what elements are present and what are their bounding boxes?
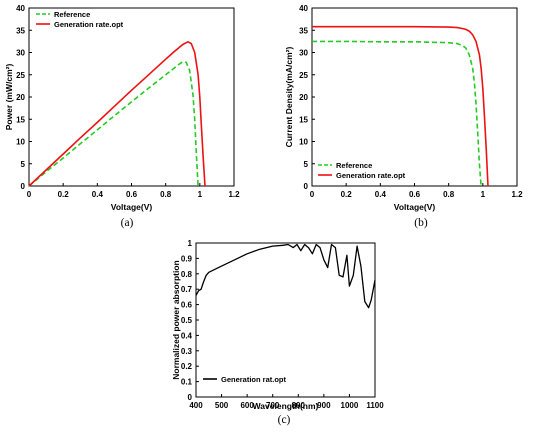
- y-tick-label: 0.1: [181, 378, 193, 387]
- chart-panel-2: 400 500 600 700 800 900 1000 1100 0 0.1 0.2 0.3 0.4 0…: [171, 239, 384, 426]
- chart-panel-0: 0 0.2 0.4 0.6 0.8 1 1.2 0 5 10 15 20 25 30 35 40 Voltage…: [4, 4, 240, 229]
- y-tick-label: 1: [188, 239, 193, 248]
- y-axis-label: Power (mW/cm²): [4, 64, 14, 131]
- panel-caption: (a): [121, 217, 134, 229]
- x-axis-label: Wavelength(nm): [253, 401, 319, 411]
- x-tick-label: 900: [317, 401, 331, 410]
- chart-panel-1: 0 0.2 0.4 0.6 0.8 1 1.2 0 5 10 15 20 25 30 35 40 Voltage…: [284, 4, 523, 229]
- y-tick-label: 5: [304, 160, 309, 169]
- y-tick-label: 0.8: [181, 270, 193, 279]
- y-tick-label: 20: [16, 93, 25, 102]
- y-tick-label: 30: [299, 49, 308, 58]
- x-tick-label: 400: [189, 401, 203, 410]
- x-tick-label: 0.8: [160, 190, 172, 199]
- x-tick-label: 1000: [341, 401, 359, 410]
- x-tick-label: 0.4: [92, 190, 104, 199]
- x-tick-label: 0.2: [58, 190, 70, 199]
- x-tick-label: 0: [27, 190, 32, 199]
- series-line-0: [28, 60, 199, 187]
- y-tick-label: 40: [16, 4, 25, 13]
- y-tick-label: 0.7: [181, 285, 193, 294]
- y-tick-label: 0: [304, 182, 309, 191]
- y-tick-label: 25: [299, 71, 308, 80]
- y-tick-label: 10: [16, 138, 25, 147]
- legend-label-1: Generation rate.opt: [54, 20, 124, 29]
- legend-label-0: Reference: [336, 161, 372, 170]
- x-tick-label: 0: [310, 190, 315, 199]
- series-line-0: [312, 40, 482, 187]
- x-tick-label: 1.2: [228, 190, 240, 199]
- y-axis-label: Current Density(mA/cm²): [284, 47, 294, 148]
- y-tick-label: 0.9: [181, 254, 193, 263]
- series-line-1: [312, 25, 489, 187]
- y-tick-label: 0.3: [181, 347, 193, 356]
- panel-caption: (c): [278, 414, 291, 426]
- legend-label-0: Reference: [54, 10, 90, 19]
- y-tick-label: 20: [299, 93, 308, 102]
- x-tick-label: 1100: [366, 401, 384, 410]
- panel-caption: (b): [414, 217, 428, 229]
- y-tick-label: 40: [299, 4, 308, 13]
- y-tick-label: 0.5: [181, 316, 193, 325]
- y-axis-label: Normalized power absorption: [171, 260, 181, 380]
- x-tick-label: 800: [292, 401, 306, 410]
- legend-label-0: Generation rat.opt: [221, 375, 287, 384]
- x-tick-label: 0.2: [341, 190, 353, 199]
- y-tick-label: 15: [16, 115, 25, 124]
- x-tick-label: 500: [215, 401, 229, 410]
- y-tick-label: 35: [16, 26, 25, 35]
- y-tick-label: 0: [21, 182, 26, 191]
- x-tick-label: 1.2: [511, 190, 523, 199]
- series-line-1: [28, 40, 206, 187]
- y-tick-label: 10: [299, 138, 308, 147]
- series-line-0: [195, 243, 376, 309]
- x-axis-label: Voltage(V): [394, 202, 436, 212]
- y-tick-label: 0.2: [181, 362, 193, 371]
- x-tick-label: 1: [481, 190, 486, 199]
- x-tick-label: 0.6: [126, 190, 138, 199]
- x-tick-label: 700: [266, 401, 280, 410]
- x-tick-label: 0.8: [443, 190, 455, 199]
- y-tick-label: 0.4: [181, 331, 193, 340]
- y-tick-label: 5: [21, 160, 26, 169]
- x-tick-label: 0.4: [375, 190, 387, 199]
- y-tick-label: 25: [16, 71, 25, 80]
- legend-label-1: Generation rate.opt: [336, 171, 406, 180]
- x-tick-label: 0.6: [409, 190, 421, 199]
- x-tick-label: 600: [240, 401, 254, 410]
- y-tick-label: 0: [188, 393, 193, 402]
- y-tick-label: 0.6: [181, 301, 193, 310]
- y-tick-label: 35: [299, 26, 308, 35]
- x-axis-label: Voltage(V): [111, 202, 153, 212]
- y-tick-label: 15: [299, 115, 308, 124]
- x-tick-label: 1: [198, 190, 203, 199]
- y-tick-label: 30: [16, 49, 25, 58]
